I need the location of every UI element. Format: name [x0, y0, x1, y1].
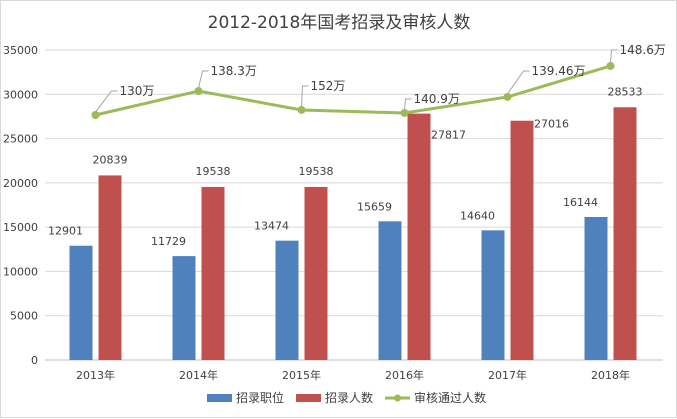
- y-tick-label: 0: [31, 354, 38, 367]
- line-point: [91, 111, 100, 120]
- bar-data-label: 12901: [48, 225, 83, 238]
- x-tick-label: 2018年: [591, 368, 630, 382]
- line-point: [606, 61, 615, 70]
- bar-hires: [510, 120, 534, 361]
- bar-hires: [304, 186, 328, 360]
- y-tick-label: 35000: [3, 44, 38, 57]
- x-tick-label: 2017年: [488, 368, 527, 382]
- y-tick-label: 25000: [3, 133, 38, 146]
- x-tick-label: 2015年: [282, 368, 321, 382]
- y-tick-label: 5000: [10, 310, 38, 323]
- bar-positions: [481, 230, 505, 360]
- line-data-label: 152万: [311, 79, 346, 93]
- x-tick-label: 2013年: [76, 368, 115, 382]
- line-series-approved: [95, 64, 611, 117]
- leader-line: [507, 70, 530, 95]
- legend-marker: [394, 394, 402, 402]
- bar-data-label: 16144: [563, 196, 598, 209]
- bar-data-label: 19538: [299, 165, 334, 178]
- bar-hires: [407, 113, 431, 361]
- bar-data-label: 11729: [151, 235, 186, 248]
- chart-title: 2012-2018年国考招录及审核人数: [208, 13, 471, 33]
- bar-hires: [201, 186, 225, 360]
- legend-label: 招录人数: [325, 390, 373, 405]
- legend-swatch: [296, 394, 322, 402]
- leader-line: [198, 70, 209, 89]
- y-tick-label: 15000: [3, 221, 38, 234]
- line-data-label: 130万: [120, 84, 155, 98]
- leader-line: [610, 49, 618, 63]
- bar-positions: [584, 217, 608, 360]
- leader-line: [95, 90, 118, 113]
- bar-data-label: 14640: [460, 209, 495, 222]
- bar-data-label: 27016: [534, 118, 569, 131]
- line-point: [297, 105, 306, 114]
- legend-swatch: [207, 394, 232, 402]
- line-point: [194, 87, 203, 96]
- bar-data-label: 27817: [431, 129, 466, 142]
- line-data-label: 148.6万: [620, 43, 666, 57]
- bar-positions: [69, 245, 93, 360]
- line-point: [503, 92, 512, 101]
- bar-positions: [275, 240, 299, 360]
- x-tick-label: 2014年: [179, 368, 218, 382]
- line-data-label: 140.9万: [414, 92, 460, 106]
- leader-line: [404, 98, 412, 111]
- bar-data-label: 15659: [357, 200, 392, 213]
- bar-data-label: 20839: [93, 153, 128, 166]
- x-tick-label: 2016年: [385, 368, 424, 382]
- bar-data-label: 13474: [254, 220, 289, 233]
- y-tick-label: 10000: [3, 265, 38, 278]
- y-tick-label: 30000: [3, 88, 38, 101]
- legend-label: 审核通过人数: [414, 390, 486, 405]
- leader-line: [301, 85, 309, 107]
- y-tick-label: 20000: [3, 177, 38, 190]
- bar-data-label: 19538: [196, 165, 231, 178]
- line-point: [400, 108, 409, 117]
- bar-positions: [378, 221, 402, 360]
- bar-hires: [613, 107, 637, 360]
- line-data-label: 139.46万: [532, 64, 586, 78]
- bar-data-label: 28533: [608, 85, 643, 98]
- line-data-label: 138.3万: [211, 64, 257, 78]
- bar-positions: [172, 256, 196, 360]
- legend-label: 招录职位: [236, 390, 284, 405]
- bar-hires: [98, 175, 122, 360]
